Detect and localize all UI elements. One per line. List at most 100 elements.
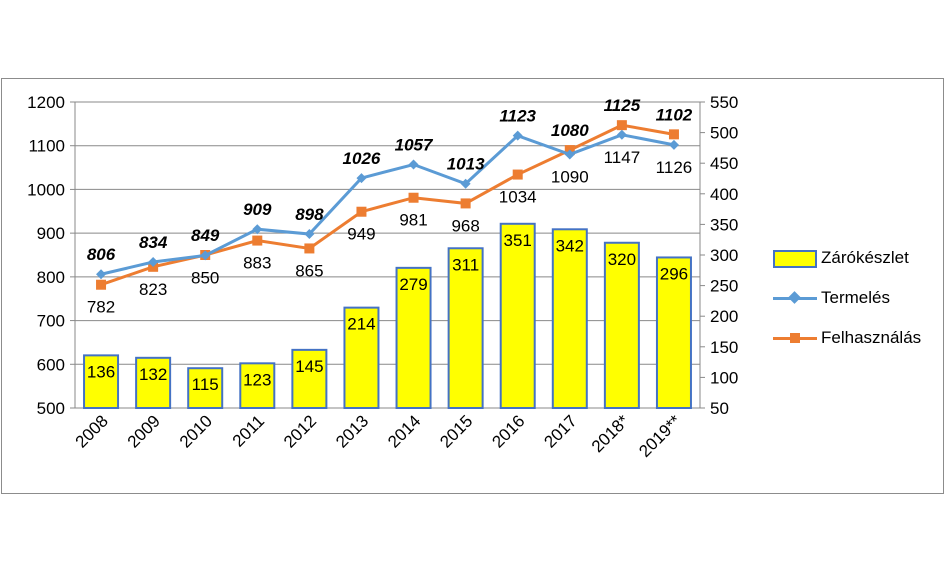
- bar-data-label: 214: [347, 315, 375, 334]
- right-axis-tick-label: 50: [710, 399, 729, 418]
- felhasznalas-data-label: 865: [295, 261, 323, 280]
- legend-label: Felhasználás: [821, 328, 922, 347]
- legend-item-zarokeszlet: Zárókészlet: [773, 238, 921, 278]
- termeles-data-label: 1125: [604, 96, 641, 115]
- termeles-data-label: 1013: [447, 155, 485, 174]
- square-marker: [512, 169, 523, 180]
- x-tick-label: 2015: [436, 411, 476, 451]
- x-tick-label: 2017: [540, 411, 580, 451]
- felhasznalas-data-label: 883: [243, 254, 271, 273]
- right-axis-tick-label: 200: [710, 307, 738, 326]
- left-axis-tick-label: 700: [37, 312, 65, 331]
- right-axis-tick-label: 250: [710, 277, 738, 296]
- bar: [291, 348, 328, 409]
- x-tick-label: 2008: [72, 411, 112, 451]
- x-tick-label: 2016: [488, 411, 528, 451]
- diamond-marker: [616, 129, 627, 140]
- felhasznalas-data-label: 968: [451, 216, 479, 235]
- termeles-data-label: 909: [243, 200, 272, 219]
- square-marker: [616, 120, 627, 131]
- series-line-Termelés: [100, 133, 675, 276]
- x-tick-label: 2019**: [635, 411, 685, 461]
- termeles-data-label: 849: [191, 226, 220, 245]
- termeles-data-label: 834: [139, 233, 168, 252]
- legend: Zárókészlet Termelés Felhasználás: [773, 238, 921, 358]
- x-tick-label: 2011: [229, 411, 268, 450]
- felhasznalas-data-label: 1126: [656, 158, 693, 177]
- left-axis-tick-label: 500: [37, 399, 65, 418]
- diamond-marker: [200, 250, 211, 261]
- x-tick-label: 2014: [384, 411, 424, 451]
- felhasznalas-data-label: 1147: [604, 148, 641, 167]
- bar: [655, 256, 692, 409]
- bar: [343, 306, 380, 409]
- bar: [135, 356, 172, 410]
- felhasznalas-data-label: 1034: [499, 188, 537, 207]
- diamond-marker: [148, 256, 159, 267]
- x-tick-label: 2012: [280, 411, 320, 451]
- felhasznalas-data-label: 949: [347, 225, 375, 244]
- right-axis-tick-label: 100: [710, 368, 738, 387]
- bar: [395, 266, 432, 409]
- diamond-marker: [408, 159, 419, 170]
- right-axis-tick-label: 500: [710, 124, 738, 143]
- bar-data-label: 279: [399, 275, 427, 294]
- legend-label: Zárókészlet: [821, 248, 909, 267]
- diamond-marker: [356, 173, 367, 184]
- bar-data-label: 115: [192, 375, 219, 394]
- felhasznalas-data-label: 823: [139, 280, 167, 299]
- bar: [83, 354, 120, 410]
- x-tick-label: 2013: [332, 411, 372, 451]
- bar: [499, 222, 536, 409]
- square-marker: [304, 243, 315, 254]
- x-tick-label: 2018*: [588, 411, 633, 456]
- termeles-data-label: 1080: [551, 121, 589, 140]
- left-axis-tick-label: 900: [37, 224, 65, 243]
- bar: [239, 362, 276, 410]
- felhasznalas-data-label: 850: [191, 268, 219, 287]
- felhasznalas-data-label: 782: [87, 298, 115, 317]
- legend-item-termeles: Termelés: [773, 278, 921, 318]
- square-marker: [668, 129, 679, 140]
- termeles-data-label: 806: [87, 245, 116, 264]
- bar: [187, 367, 224, 409]
- right-axis-tick-label: 450: [710, 154, 738, 173]
- termeles-data-label: 1057: [395, 136, 434, 155]
- bar-data-label: 320: [608, 250, 636, 269]
- square-marker: [460, 198, 471, 209]
- right-axis-tick-label: 350: [710, 215, 738, 234]
- diamond-marker: [252, 224, 263, 235]
- chart-frame: [1, 78, 944, 494]
- termeles-data-label: 898: [295, 205, 324, 224]
- bar-data-label: 296: [660, 264, 688, 283]
- left-axis-tick-label: 1200: [27, 93, 65, 112]
- bar-data-label: 132: [139, 365, 167, 384]
- left-axis-tick-label: 800: [37, 268, 65, 287]
- left-axis-tick-label: 1000: [27, 180, 65, 199]
- legend-label: Termelés: [821, 288, 890, 307]
- legend-item-felhasznalas: Felhasználás: [773, 318, 921, 358]
- felhasznalas-data-label: 981: [399, 211, 427, 230]
- felhasznalas-data-label: 1090: [551, 167, 589, 186]
- square-marker: [96, 279, 107, 290]
- diamond-marker: [512, 130, 523, 141]
- bar-data-label: 342: [556, 236, 584, 255]
- x-tick-label: 2010: [176, 411, 216, 451]
- right-axis-tick-label: 150: [710, 338, 738, 357]
- bar-data-label: 311: [452, 255, 479, 274]
- bar-data-label: 145: [295, 357, 323, 376]
- square-marker: [408, 192, 419, 203]
- bar-data-label: 351: [504, 231, 532, 250]
- bar-data-label: 136: [87, 362, 115, 381]
- left-axis-tick-label: 600: [37, 355, 65, 374]
- right-axis-tick-label: 550: [710, 93, 738, 112]
- termeles-data-label: 1123: [499, 107, 536, 126]
- square-marker: [356, 206, 367, 217]
- termeles-data-label: 1026: [343, 149, 381, 168]
- left-axis-tick-label: 1100: [28, 137, 65, 156]
- diamond-marker: [304, 229, 315, 240]
- x-tick-label: 2009: [124, 411, 164, 451]
- bar: [447, 247, 484, 409]
- diamond-marker: [96, 269, 107, 280]
